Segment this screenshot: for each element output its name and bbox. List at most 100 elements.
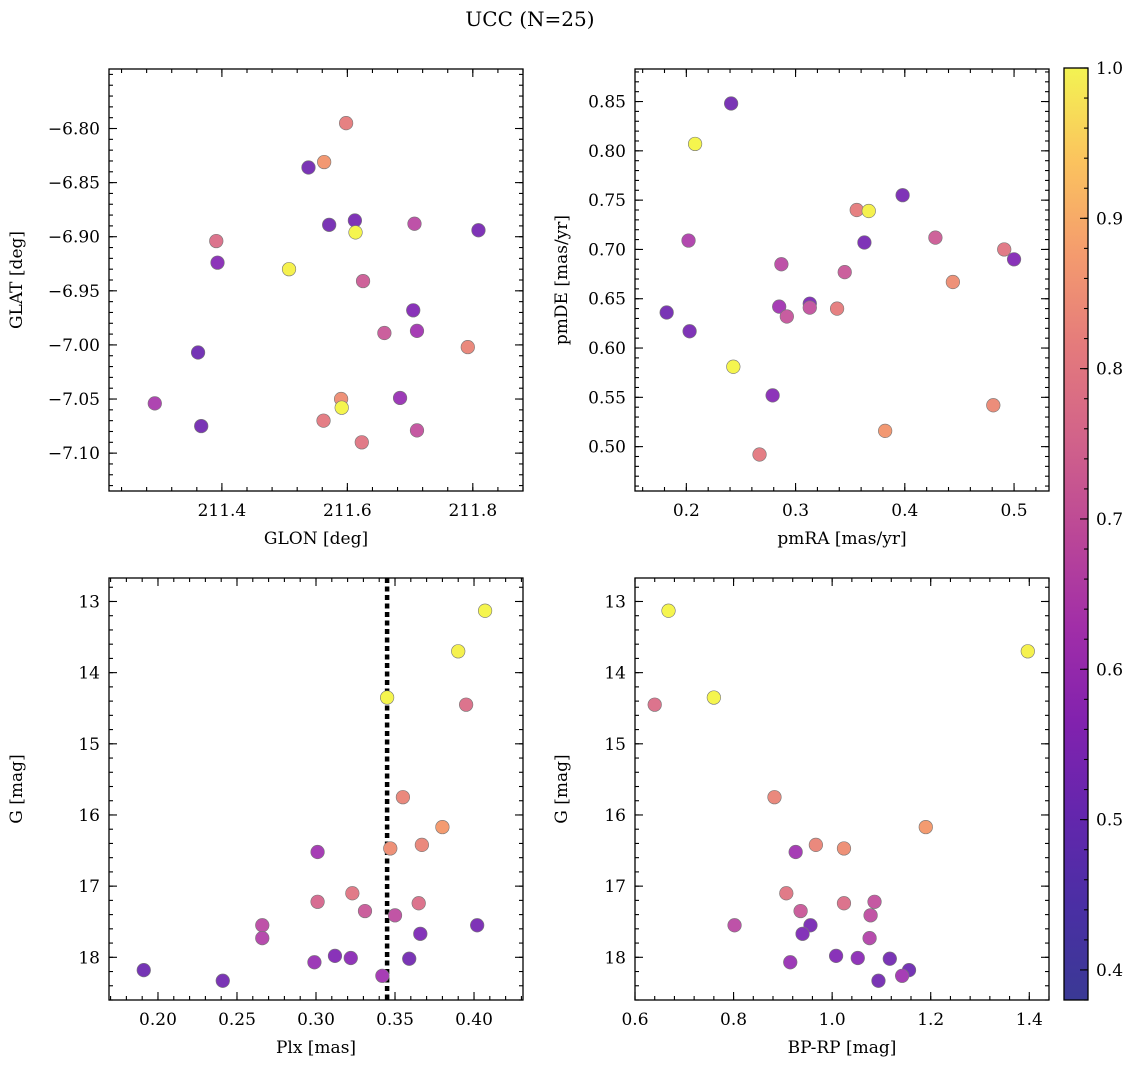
y-tick-label: 0.50: [588, 438, 626, 458]
data-point: [857, 235, 872, 250]
data-point: [395, 790, 411, 805]
data-point: [682, 324, 697, 339]
plot-frame: [108, 68, 524, 492]
y-tick-label: 17: [604, 877, 626, 897]
x-tick-label: 0.2: [673, 501, 700, 521]
colorbar-tick-label: 1.0: [1096, 59, 1123, 79]
y-tick-label: 0.85: [588, 93, 626, 113]
data-point: [928, 230, 943, 245]
data-point: [861, 203, 876, 219]
y-axis-label: G [mag]: [7, 754, 27, 823]
data-point: [878, 423, 893, 438]
data-point: [406, 303, 421, 318]
data-point: [772, 299, 787, 314]
y-tick-label: 16: [604, 806, 626, 826]
y-tick-label: −6.80: [48, 120, 100, 140]
x-tick-label: 1.2: [917, 1010, 944, 1030]
y-tick-label: 15: [78, 735, 100, 755]
data-point: [215, 973, 230, 988]
data-point: [357, 903, 373, 919]
data-point: [724, 96, 739, 111]
data-point: [837, 265, 852, 280]
y-tick-label: 18: [78, 948, 100, 968]
data-point: [752, 447, 767, 462]
data-point: [334, 400, 349, 415]
data-point: [986, 398, 1001, 413]
data-point: [726, 359, 741, 374]
data-point: [836, 896, 852, 911]
y-tick-label: 13: [604, 592, 626, 612]
data-point: [310, 894, 325, 909]
data-point: [354, 435, 369, 450]
y-tick-label: 0.75: [588, 191, 626, 211]
data-point: [387, 908, 403, 923]
data-point: [190, 345, 206, 360]
data-point: [392, 390, 408, 406]
data-point: [407, 216, 422, 231]
data-point: [659, 305, 674, 320]
data-point: [402, 951, 417, 966]
data-point: [414, 837, 429, 852]
data-point: [147, 396, 162, 411]
y-tick-label: 14: [78, 664, 100, 684]
data-point: [301, 160, 316, 175]
data-point: [451, 644, 466, 659]
data-point: [918, 819, 933, 835]
data-point: [836, 841, 852, 856]
data-point: [867, 894, 882, 909]
x-tick-label: 0.3: [782, 501, 809, 521]
colorbar-frame: [1063, 67, 1089, 1001]
data-point: [783, 955, 798, 970]
data-point: [779, 309, 794, 324]
y-tick-label: 0.70: [588, 240, 626, 260]
x-tick-label: 0.35: [376, 1010, 414, 1030]
data-point: [647, 697, 662, 712]
data-point: [316, 413, 331, 428]
x-tick-label: 0.40: [455, 1010, 493, 1030]
data-point: [375, 968, 390, 983]
data-point: [413, 926, 428, 941]
y-tick-label: 13: [78, 592, 100, 612]
data-point: [194, 418, 209, 434]
data-point: [459, 697, 474, 712]
data-point: [828, 948, 844, 963]
data-point: [767, 790, 782, 805]
data-point: [895, 968, 910, 983]
data-point: [281, 262, 297, 277]
data-point: [997, 242, 1012, 257]
y-tick-label: −6.85: [48, 174, 100, 194]
data-point: [209, 233, 224, 249]
colorbar-tick-label: 0.5: [1096, 811, 1123, 831]
panel-3: 0.20 0.25 0.30 0.35 0.40 13 14 15 16 17 18 Plx [mas…: [7, 577, 524, 1058]
y-tick-label: −7.10: [48, 444, 100, 464]
y-axis-label: GLAT [deg]: [7, 231, 27, 329]
data-point: [339, 116, 354, 131]
data-point: [409, 323, 425, 338]
x-tick-label: 211.8: [448, 501, 497, 521]
figure-title: UCC (N=25): [465, 7, 594, 31]
data-point: [706, 690, 721, 705]
data-point: [793, 903, 808, 919]
data-point: [1006, 252, 1022, 267]
data-point: [687, 136, 703, 152]
data-point: [802, 300, 817, 315]
data-point: [471, 223, 486, 238]
data-point: [470, 918, 485, 933]
data-point: [765, 388, 780, 403]
data-point: [377, 325, 392, 341]
y-tick-label: −7.05: [48, 390, 100, 410]
data-point: [327, 948, 343, 963]
x-tick-label: 0.8: [720, 1010, 747, 1030]
data-point: [355, 273, 371, 289]
x-axis-label: pmRA [mas/yr]: [777, 529, 906, 549]
data-point: [849, 202, 864, 218]
data-point: [435, 819, 450, 835]
data-point: [310, 844, 325, 860]
data-point: [1020, 644, 1035, 659]
plot-frame: [634, 68, 1050, 492]
y-tick-label: 18: [604, 948, 626, 968]
x-axis-label: BP-RP [mag]: [788, 1038, 897, 1058]
y-tick-label: 0.65: [588, 290, 626, 310]
x-tick-label: 211.4: [198, 501, 247, 521]
